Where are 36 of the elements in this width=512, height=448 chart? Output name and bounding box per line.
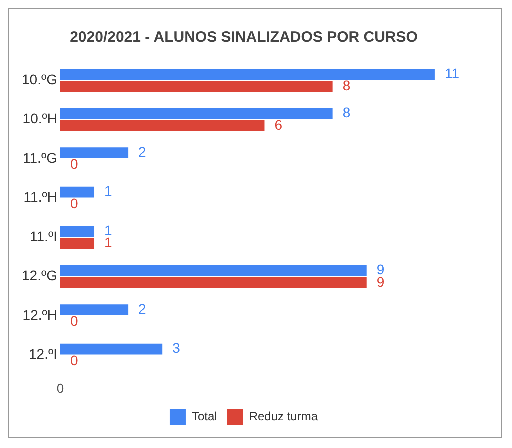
bar xyxy=(60,81,333,92)
bar xyxy=(60,265,367,276)
y-tick-label: 12.ºH xyxy=(22,306,58,323)
data-label: 8 xyxy=(342,78,351,94)
bar xyxy=(60,69,435,80)
y-tick-label: 10.ºG xyxy=(22,71,58,88)
bar xyxy=(60,186,95,198)
text: 0 xyxy=(56,381,64,396)
bar xyxy=(60,148,129,159)
data-label: 6 xyxy=(274,116,283,133)
data-label: 1 xyxy=(104,183,113,200)
bar xyxy=(60,120,265,132)
legend-label: Total xyxy=(192,409,218,424)
y-tick-label: 10.ºH xyxy=(22,110,58,127)
chart-title: 2020/2021 - ALUNOS SINALIZADOS POR CURSO xyxy=(70,29,418,46)
data-label: 0 xyxy=(70,156,78,172)
bar xyxy=(60,304,129,316)
data-label: 2 xyxy=(138,144,147,160)
bar xyxy=(60,344,163,355)
y-tick-label: 11.ºG xyxy=(23,150,58,166)
data-label: 0 xyxy=(70,352,78,368)
data-label: 11 xyxy=(444,65,460,82)
y-tick-label: 11.ºH xyxy=(24,189,58,206)
bar xyxy=(60,108,333,120)
data-label: 0 xyxy=(70,313,78,330)
bar xyxy=(60,226,95,238)
bar xyxy=(60,277,367,288)
y-tick-label: 12.ºI xyxy=(28,346,58,362)
legend-label: Reduz turma xyxy=(249,409,318,424)
y-tick-label: 12.ºG xyxy=(22,268,58,284)
data-label: 8 xyxy=(342,104,351,121)
data-label: 2 xyxy=(138,300,147,317)
data-label: 0 xyxy=(70,195,78,212)
bar xyxy=(60,238,95,250)
data-label: 3 xyxy=(172,340,181,356)
y-tick-label: 11.ºI xyxy=(30,228,58,244)
